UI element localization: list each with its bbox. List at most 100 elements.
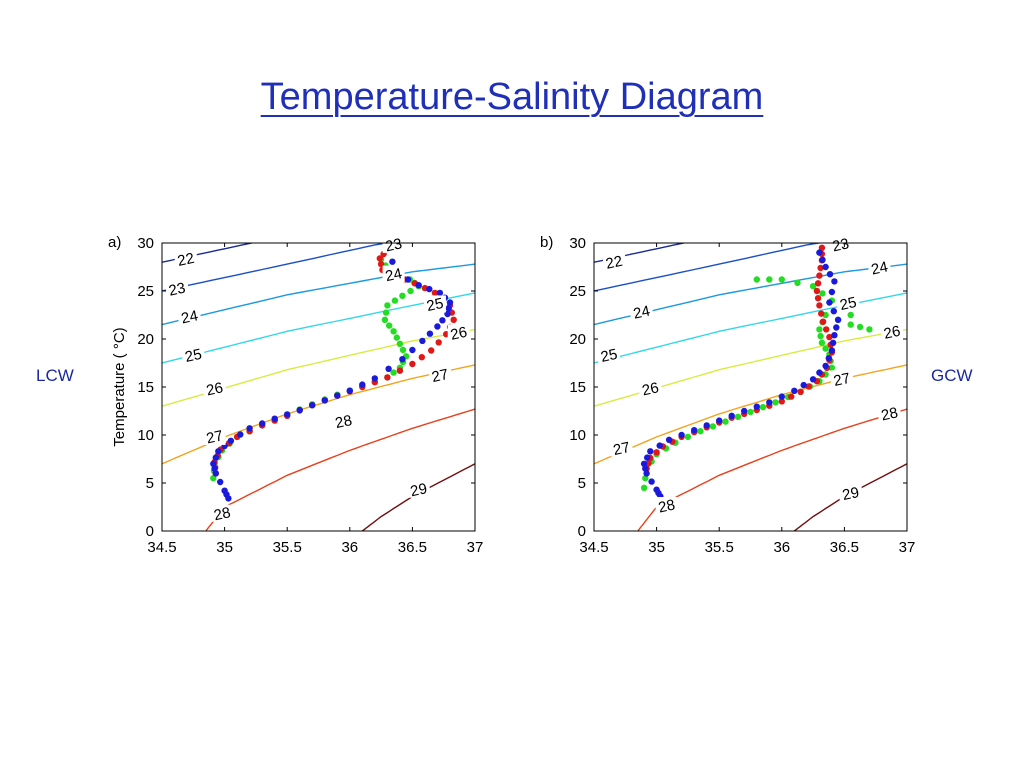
data-point xyxy=(817,332,824,340)
data-point xyxy=(847,321,854,328)
contour-labels: 22 23 24 25 26 27 28 29 28 24 25 26 27 xyxy=(598,235,903,517)
data-point xyxy=(431,289,439,297)
contour-label: 26 xyxy=(205,379,225,399)
data-point xyxy=(435,339,442,346)
contour-label-bg xyxy=(603,253,626,271)
x-tick-label: 35.5 xyxy=(273,539,302,556)
contour-label-bg xyxy=(655,497,678,515)
data-point xyxy=(426,330,434,337)
y-tick-label: 5 xyxy=(578,475,586,492)
contour-label: 28 xyxy=(880,404,900,424)
data-point xyxy=(647,448,654,455)
data-point xyxy=(210,460,217,467)
contour-label: 24 xyxy=(384,265,404,285)
panel-label: a) xyxy=(108,234,121,251)
data-point xyxy=(709,423,717,430)
y-tick-label: 15 xyxy=(569,379,586,396)
data-point xyxy=(376,255,383,262)
data-point xyxy=(640,460,648,467)
contour-label: 25 xyxy=(838,294,858,314)
contour-label-bg xyxy=(839,484,862,502)
data-point xyxy=(822,362,829,370)
data-point xyxy=(419,337,426,345)
x-tick-label: 34.5 xyxy=(147,539,176,556)
contour-label-bg xyxy=(837,294,860,312)
data-point xyxy=(653,449,660,456)
x-tick-label: 36 xyxy=(773,539,790,556)
data-point xyxy=(816,369,823,376)
x-tick-label: 37 xyxy=(467,539,484,556)
isopycnal-line-29 xyxy=(361,463,475,531)
ts-chart-b: 22 23 24 25 26 27 28 29 28 24 25 26 27 34.5 35 35.5 36 36… xyxy=(540,234,915,556)
contour-label: 24 xyxy=(870,258,890,278)
data-point xyxy=(805,383,812,390)
isopycnal-line-29 xyxy=(793,463,907,531)
data-point xyxy=(450,316,457,323)
data-point xyxy=(766,399,773,406)
data-point xyxy=(210,475,217,482)
contour-label-bg xyxy=(382,235,405,253)
y-tick-label: 0 xyxy=(146,523,154,540)
contour-label-bg xyxy=(174,250,197,268)
data-point xyxy=(797,388,804,395)
y-tick-label: 25 xyxy=(569,283,586,300)
data-point xyxy=(221,487,228,494)
data-point xyxy=(747,408,754,416)
data-point xyxy=(816,326,823,333)
data-point xyxy=(321,397,328,404)
data-point xyxy=(813,287,821,295)
data-point xyxy=(816,249,823,256)
data-point xyxy=(393,334,400,341)
data-point xyxy=(259,420,266,427)
contour-label-bg xyxy=(203,427,226,445)
x-tick-label: 34.5 xyxy=(579,539,608,556)
isopycnal-line-27 xyxy=(594,364,907,465)
series-red xyxy=(211,246,457,477)
y-tick-label: 10 xyxy=(137,427,154,444)
data-point xyxy=(642,465,649,472)
data-point xyxy=(386,322,393,329)
data-point xyxy=(819,318,827,325)
data-point xyxy=(415,282,422,289)
contour-label-bg xyxy=(211,504,234,522)
contour-label-bg xyxy=(598,346,621,364)
data-point xyxy=(644,454,651,461)
series-blue xyxy=(210,246,454,502)
contour-label: 27 xyxy=(430,366,450,386)
contour-label-bg xyxy=(203,379,226,397)
data-point xyxy=(390,369,397,376)
data-point xyxy=(382,309,390,316)
data-point xyxy=(346,387,353,394)
data-point xyxy=(384,302,391,309)
series-blue xyxy=(640,249,842,500)
data-point xyxy=(829,339,837,346)
data-point xyxy=(819,256,826,263)
data-point xyxy=(678,431,685,439)
data-point xyxy=(399,292,406,299)
x-tick-label: 36.5 xyxy=(830,539,859,556)
data-point xyxy=(831,278,838,285)
data-point xyxy=(334,392,341,399)
data-point xyxy=(436,289,444,297)
contour-label: 25 xyxy=(183,346,203,366)
contour-label: 22 xyxy=(604,253,624,273)
isopycnal-line-28 xyxy=(637,408,907,531)
data-point xyxy=(409,360,416,368)
data-point xyxy=(385,365,392,372)
contour-label: 23 xyxy=(831,235,851,255)
contour-label-bg xyxy=(880,323,903,341)
contour-label-bg xyxy=(639,379,662,397)
isopycnal-contours xyxy=(594,243,907,531)
y-tick-label: 15 xyxy=(137,379,154,396)
data-point xyxy=(866,326,873,333)
data-point xyxy=(778,398,785,405)
data-point xyxy=(830,308,837,315)
contour-label: 23 xyxy=(384,235,404,255)
scatter-series xyxy=(640,244,873,500)
data-point xyxy=(217,478,224,486)
data-point xyxy=(728,412,735,419)
data-point xyxy=(390,328,397,335)
data-point xyxy=(722,418,729,425)
data-point xyxy=(389,258,396,265)
